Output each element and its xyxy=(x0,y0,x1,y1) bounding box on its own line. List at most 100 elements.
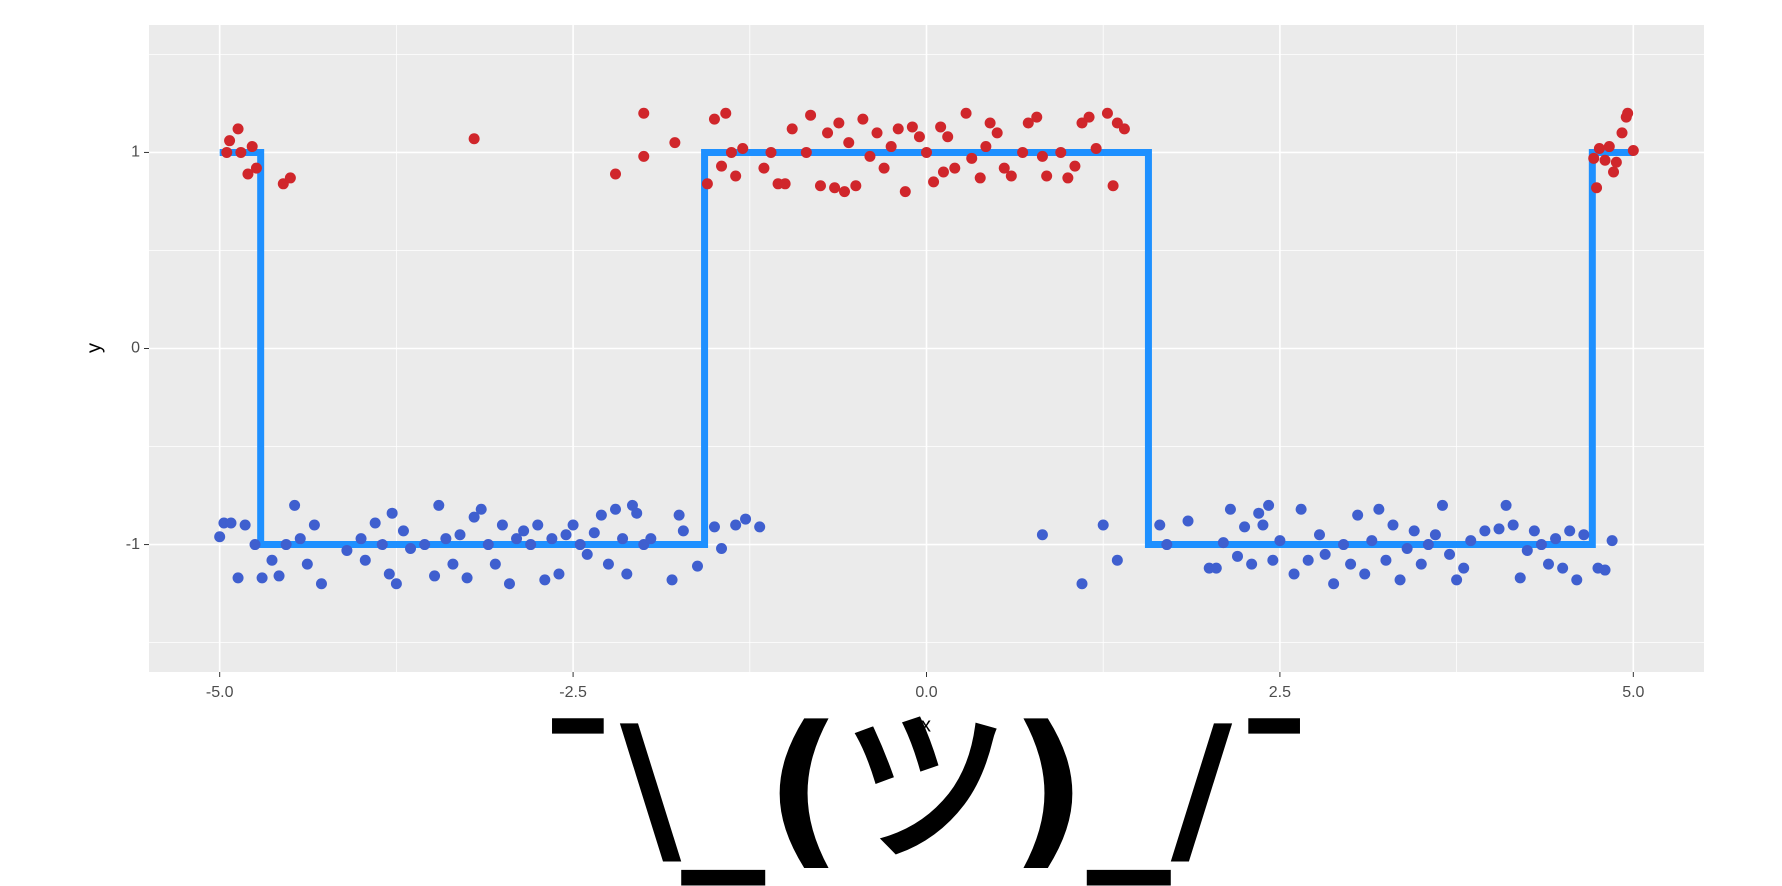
point xyxy=(740,513,752,525)
point xyxy=(805,109,817,121)
point xyxy=(1608,166,1620,178)
point xyxy=(1373,503,1385,515)
point xyxy=(966,152,978,164)
point xyxy=(754,521,766,533)
point xyxy=(1062,172,1074,184)
point xyxy=(1627,144,1639,156)
point xyxy=(843,137,855,149)
point xyxy=(691,560,703,572)
point xyxy=(1436,499,1448,511)
point xyxy=(405,542,417,554)
y-axis-title: y xyxy=(83,343,105,353)
point xyxy=(1465,535,1477,547)
point xyxy=(638,107,650,119)
point xyxy=(266,554,278,566)
point xyxy=(315,578,327,590)
point xyxy=(878,162,890,174)
point xyxy=(553,568,565,580)
point xyxy=(730,519,742,531)
point xyxy=(221,146,233,158)
point xyxy=(928,176,940,188)
point xyxy=(1588,152,1600,164)
point xyxy=(1543,558,1554,570)
point xyxy=(1257,519,1269,531)
point xyxy=(913,131,925,143)
point xyxy=(1451,574,1463,586)
point xyxy=(701,178,713,190)
point xyxy=(355,533,367,545)
point xyxy=(1319,548,1331,560)
point xyxy=(1224,503,1236,515)
point xyxy=(454,529,466,541)
point xyxy=(1097,519,1109,531)
point xyxy=(1401,542,1413,554)
point xyxy=(1535,539,1547,551)
point xyxy=(595,509,607,521)
point xyxy=(1239,521,1251,533)
point xyxy=(496,519,508,531)
point xyxy=(1118,123,1130,135)
point xyxy=(1217,537,1229,549)
point xyxy=(1161,539,1173,551)
point xyxy=(1606,535,1618,547)
point xyxy=(1616,127,1628,139)
point xyxy=(1610,156,1622,168)
point xyxy=(937,166,949,178)
point xyxy=(560,529,572,541)
point xyxy=(440,533,452,545)
point xyxy=(1603,141,1615,153)
point xyxy=(482,539,494,551)
point xyxy=(390,578,402,590)
point xyxy=(1036,150,1048,162)
point xyxy=(677,525,689,537)
point xyxy=(546,533,558,545)
point xyxy=(386,507,398,519)
x-tick-label: -5.0 xyxy=(206,684,234,701)
point xyxy=(1246,558,1258,570)
point xyxy=(1182,515,1194,527)
point xyxy=(892,123,904,135)
point xyxy=(850,180,862,192)
point xyxy=(1578,529,1590,541)
point xyxy=(1493,523,1505,535)
point xyxy=(1041,170,1053,182)
point xyxy=(1622,107,1634,119)
point xyxy=(1083,111,1095,123)
point xyxy=(539,574,551,586)
point xyxy=(518,525,530,537)
point xyxy=(645,533,657,545)
point xyxy=(1005,170,1017,182)
point xyxy=(301,558,313,570)
point xyxy=(621,568,633,580)
point xyxy=(525,539,537,551)
point xyxy=(610,503,621,515)
point xyxy=(708,113,720,125)
point xyxy=(289,499,301,511)
point xyxy=(224,135,236,147)
point xyxy=(232,123,244,135)
point xyxy=(800,146,812,158)
point xyxy=(857,113,869,125)
point xyxy=(341,544,353,556)
point xyxy=(284,172,296,184)
point xyxy=(429,570,441,582)
point xyxy=(1154,519,1166,531)
point xyxy=(359,554,371,566)
point xyxy=(765,146,777,158)
point xyxy=(921,146,932,158)
point xyxy=(1338,539,1350,551)
point xyxy=(232,572,244,584)
point xyxy=(1253,507,1265,519)
point xyxy=(786,123,798,135)
point xyxy=(433,499,445,511)
y-tick-label: 1 xyxy=(131,144,140,161)
point xyxy=(419,539,431,551)
point xyxy=(397,525,409,537)
point xyxy=(1599,564,1611,576)
point xyxy=(1359,568,1371,580)
point xyxy=(461,572,473,584)
point xyxy=(1352,509,1364,521)
point xyxy=(1593,143,1605,155)
x-tick-label: 2.5 xyxy=(1269,684,1291,701)
